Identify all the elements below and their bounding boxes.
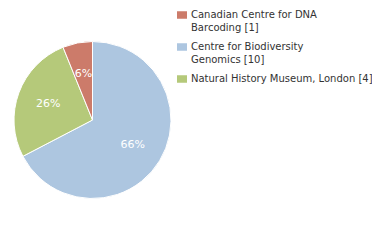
- svg-text:26%: 26%: [36, 97, 60, 110]
- html-text:Natural History Museum, London: Natural History Museum, London [4]: [191, 73, 373, 84]
- html-text:Canadian Centre for DNA Barcod: Canadian Centre for DNA Barcoding [1]: [191, 9, 317, 33]
- svg-text:6%: 6%: [75, 67, 92, 80]
- svg-text:66%: 66%: [121, 138, 145, 151]
- html-text:Centre for Biodiversity Genomi: Centre for Biodiversity Genomics [10]: [191, 41, 304, 65]
